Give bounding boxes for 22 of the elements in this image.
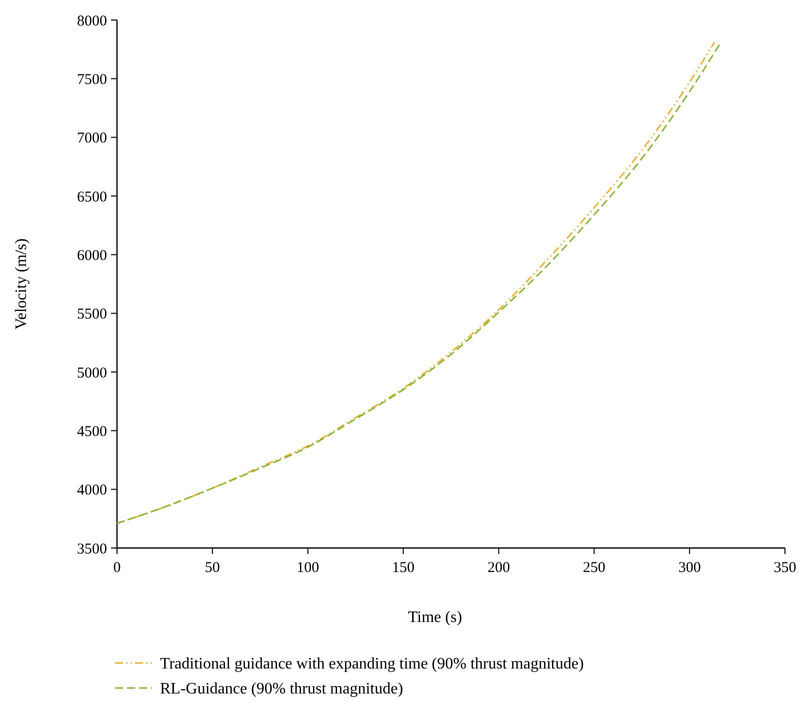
x-tick-label: 50 [204,560,220,576]
x-tick-label: 350 [774,560,796,576]
x-tick-label: 0 [113,560,121,576]
x-tick-label: 250 [582,560,606,576]
legend-label: RL-Guidance (90% thrust magnitude) [160,680,404,698]
y-axis-title: Velocity (m/s) [13,238,30,330]
y-tick-label: 6000 [77,248,107,264]
legend-label: Traditional guidance with expanding time (90% thrust magnitude) [160,656,584,673]
x-tick-label: 100 [296,560,320,576]
y-tick-label: 7500 [77,72,107,88]
x-axis-title: Time (s) [408,609,462,626]
y-tick-label: 4000 [77,482,107,499]
y-tick-label: 8000 [77,13,107,30]
y-tick-label: 6500 [77,189,107,206]
x-tick-label: 200 [487,560,510,576]
y-tick-label: 5500 [77,306,107,323]
y-tick-label: 7000 [77,130,107,147]
y-tick-label: 5000 [77,365,107,382]
x-tick-label: 300 [678,560,701,576]
y-tick-label: 3500 [77,541,107,558]
y-tick-label: 4500 [77,424,107,440]
x-tick-label: 150 [392,560,415,576]
